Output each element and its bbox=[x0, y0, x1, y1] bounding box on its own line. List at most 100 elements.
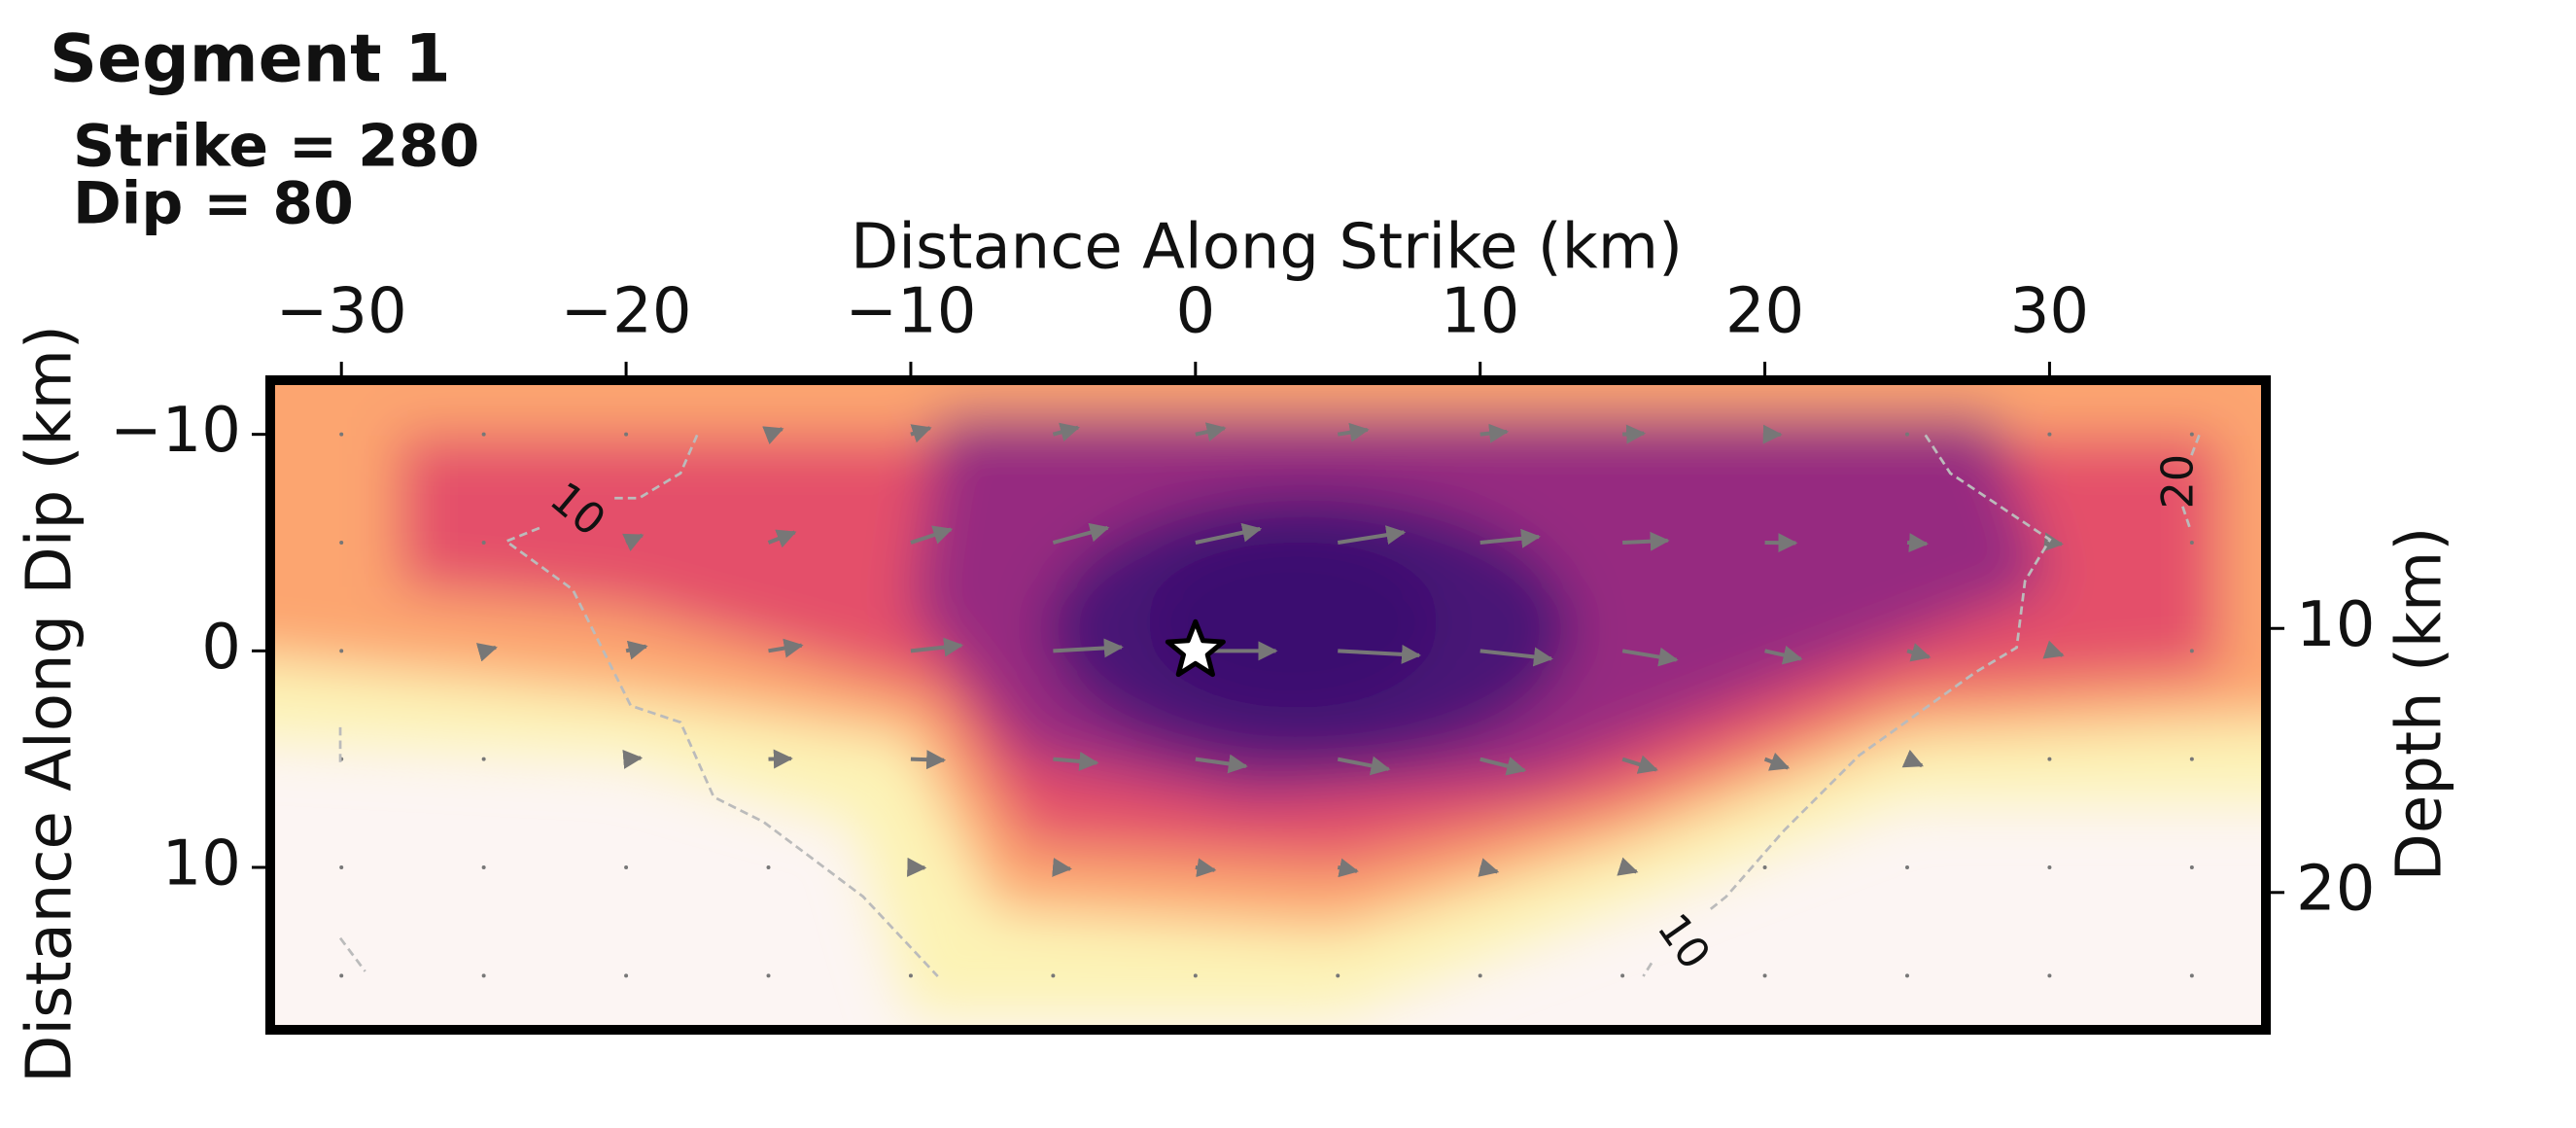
slip-dot bbox=[2047, 757, 2052, 761]
slip-arrow bbox=[1901, 749, 1924, 768]
slip-arrow bbox=[1337, 422, 1370, 442]
slip-arrow bbox=[1621, 755, 1658, 774]
slip-arrow bbox=[1337, 858, 1359, 878]
slip-arrow bbox=[1622, 531, 1670, 551]
slip-dot bbox=[624, 865, 629, 869]
slip-dot bbox=[1904, 865, 1909, 869]
slip-dot bbox=[481, 865, 486, 869]
chart-title: Segment 1 bbox=[50, 21, 451, 98]
x-tick-label: 0 bbox=[1175, 276, 1215, 348]
hypocenter bbox=[1165, 618, 1226, 678]
y2-axis-label: Depth (km) bbox=[2385, 527, 2456, 882]
slip-dot bbox=[908, 973, 913, 978]
x-tick-label: 20 bbox=[1725, 276, 1804, 348]
slip-arrow bbox=[1906, 533, 1929, 553]
slip-arrow bbox=[1195, 422, 1227, 441]
slip-dot bbox=[766, 973, 771, 978]
slip-dot bbox=[624, 432, 629, 437]
slip-arrow bbox=[1479, 528, 1541, 548]
slip-arrow bbox=[1478, 858, 1500, 877]
y-axis-label: Distance Along Dip (km) bbox=[15, 325, 87, 1083]
slip-arrow bbox=[762, 426, 784, 445]
y-tick-label: 10 bbox=[162, 828, 241, 900]
x-tick-label: 10 bbox=[1441, 276, 1519, 348]
contour-lines bbox=[338, 434, 2201, 977]
slip-dot bbox=[1336, 973, 1340, 978]
slip-arrow bbox=[1053, 638, 1124, 658]
slip-arrow bbox=[1479, 757, 1527, 776]
slip-arrow bbox=[625, 640, 648, 660]
slip-arrow bbox=[1195, 754, 1248, 774]
slip-arrow bbox=[1052, 422, 1080, 442]
slip-dot bbox=[339, 432, 344, 437]
x-tick-label: −30 bbox=[276, 276, 407, 348]
slip-dot bbox=[1051, 973, 1056, 978]
slip-arrow bbox=[2042, 640, 2065, 659]
x-tick-label: −10 bbox=[845, 276, 976, 348]
slip-arrow bbox=[910, 750, 947, 770]
slip-dot bbox=[2189, 432, 2194, 437]
y-tick-label: 0 bbox=[201, 612, 241, 684]
slip-dot bbox=[766, 865, 771, 869]
slip-arrow bbox=[1337, 525, 1407, 546]
slip-arrow bbox=[910, 525, 954, 545]
slip-arrow bbox=[1621, 647, 1679, 667]
slip-arrow bbox=[1195, 858, 1217, 878]
slip-dot bbox=[624, 973, 629, 978]
slip-arrow bbox=[910, 637, 964, 657]
slip-arrow bbox=[1622, 424, 1647, 444]
slip-arrow bbox=[1052, 858, 1072, 877]
slip-dot bbox=[339, 865, 344, 869]
x-tick-label: −20 bbox=[561, 276, 692, 348]
slip-arrow bbox=[1617, 857, 1639, 876]
slip-dot bbox=[1904, 973, 1909, 978]
y2-tick-label: 10 bbox=[2296, 589, 2375, 661]
x-tick-label: 30 bbox=[2010, 276, 2089, 348]
annotation: Dip = 80 bbox=[73, 170, 354, 238]
slip-dot bbox=[1762, 865, 1767, 869]
x-axis-label: Distance Along Strike (km) bbox=[851, 212, 1683, 284]
slip-arrow bbox=[910, 424, 932, 443]
slip-dot bbox=[1904, 432, 1909, 437]
slip-dot bbox=[339, 649, 344, 653]
slip-dot bbox=[1193, 973, 1198, 978]
slip-arrow bbox=[1764, 645, 1803, 665]
slip-arrow bbox=[767, 529, 797, 548]
slip-arrow bbox=[1763, 752, 1791, 771]
slip-dot bbox=[339, 973, 344, 978]
slip-dot bbox=[481, 541, 486, 545]
slip-arrow bbox=[2042, 532, 2064, 552]
slip-dot bbox=[481, 432, 486, 437]
slip-dot bbox=[2189, 757, 2194, 761]
contour-label: 20 bbox=[2154, 454, 2204, 509]
slip-arrow bbox=[1195, 522, 1263, 545]
slip-dot bbox=[2189, 973, 2194, 978]
slip-dot bbox=[1762, 973, 1767, 978]
slip-arrow bbox=[1338, 644, 1422, 664]
slip-dot bbox=[2189, 865, 2194, 869]
slip-dot bbox=[2047, 865, 2052, 869]
slip-dot bbox=[1620, 973, 1625, 978]
heatmap: 10 10 20 bbox=[270, 380, 2266, 1030]
y-tick-label: −10 bbox=[110, 395, 241, 467]
slip-dot bbox=[2189, 649, 2194, 653]
slip-arrow bbox=[1052, 522, 1110, 545]
slip-dot bbox=[2047, 432, 2052, 437]
slip-arrow bbox=[475, 643, 498, 662]
slip-arrow bbox=[1337, 756, 1391, 776]
y2-tick-label: 20 bbox=[2296, 853, 2375, 925]
slip-arrow bbox=[1479, 647, 1553, 667]
slip-dot bbox=[481, 757, 486, 761]
plot-frame bbox=[265, 375, 2271, 1035]
slip-dot bbox=[2047, 973, 2052, 978]
slip-arrow bbox=[768, 749, 793, 769]
slip-dot bbox=[481, 973, 486, 978]
slip-dot bbox=[1478, 973, 1482, 978]
slip-arrow bbox=[1479, 423, 1510, 443]
slip-arrow bbox=[1053, 752, 1099, 771]
slip-dot bbox=[2189, 541, 2194, 545]
slip-dot bbox=[339, 541, 344, 545]
slip-arrow bbox=[1906, 643, 1932, 662]
slip-arrow bbox=[768, 638, 804, 658]
